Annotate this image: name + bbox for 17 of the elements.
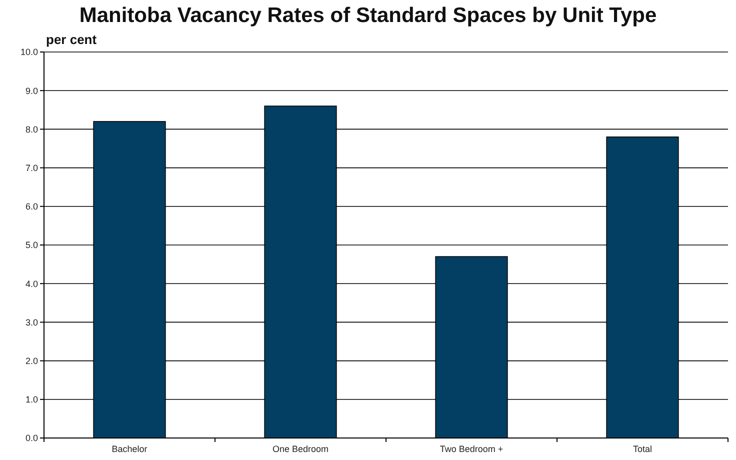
x-tick-label: Total [632,444,652,454]
y-tick-label: 7.0 [25,162,38,173]
y-tick-label: 8.0 [25,124,38,134]
y-tick-label: 2.0 [25,356,38,366]
y-tick-label: 5.0 [25,240,38,250]
x-tick-label: Two Bedroom + [440,444,504,454]
y-tick-label: 4.0 [25,278,38,289]
y-tick-label: 1.0 [25,394,38,405]
y-axis-title: per cent [46,32,98,47]
y-tick-label: 6.0 [25,202,38,212]
chart-title: Manitoba Vacancy Rates of Standard Spaces by Unit Type [79,4,657,27]
y-tick-label: 9.0 [25,86,38,96]
y-tick-label: 10.0 [20,47,38,58]
x-tick-label: One Bedroom [272,444,329,454]
x-tick-label: Bachelor [112,444,148,454]
y-tick-label: 0.0 [25,433,38,444]
y-tick-label: 3.0 [25,317,38,328]
